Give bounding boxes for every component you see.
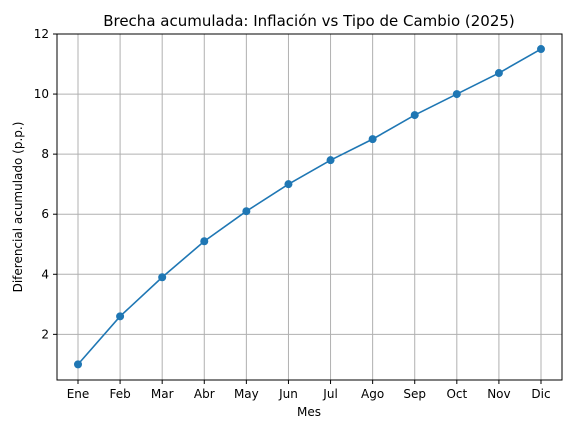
- data-point: [242, 207, 251, 216]
- data-point: [368, 135, 377, 144]
- x-axis-label: Mes: [297, 405, 321, 419]
- data-point: [326, 156, 335, 165]
- data-point: [158, 273, 167, 282]
- chart-title: Brecha acumulada: Inflación vs Tipo de C…: [103, 12, 515, 30]
- x-tick-label: Dic: [531, 387, 550, 401]
- series-line: [77, 48, 542, 365]
- y-tick-label: 12: [34, 27, 49, 41]
- x-tick-label: Abr: [194, 387, 215, 401]
- data-point: [410, 111, 419, 120]
- x-tick-label: Mar: [151, 387, 174, 401]
- x-tick-label: Oct: [446, 387, 467, 401]
- y-tick-label: 8: [41, 147, 49, 161]
- axes-frame: [56, 33, 563, 381]
- data-point: [452, 90, 461, 99]
- data-point: [116, 312, 125, 321]
- x-tick-label: May: [234, 387, 259, 401]
- grid: [57, 33, 562, 380]
- x-tick-label: Sep: [403, 387, 426, 401]
- x-tick-label: Ene: [67, 387, 90, 401]
- series-layer: [74, 45, 545, 369]
- y-axis-label: Diferencial acumulado (p.p.): [11, 122, 25, 293]
- y-tick-label: 6: [41, 207, 49, 221]
- y-tick-label: 4: [41, 267, 49, 281]
- data-point: [200, 237, 209, 246]
- x-tick-label: Jul: [322, 387, 337, 401]
- y-tick-label: 10: [34, 87, 49, 101]
- data-point: [494, 69, 503, 78]
- data-point: [74, 360, 82, 369]
- y-tick-label: 2: [41, 327, 49, 341]
- x-tick-label: Ago: [361, 387, 384, 401]
- x-tick-label: Feb: [109, 387, 130, 401]
- x-tick-label: Nov: [487, 387, 510, 401]
- data-point: [537, 45, 545, 54]
- ticks: Ene Feb Mar Abr May Jun Jul Ago Sep Oct Nov Dic 2 4 6 8…: [34, 27, 551, 401]
- x-tick-label: Jun: [278, 387, 298, 401]
- data-point: [284, 180, 293, 189]
